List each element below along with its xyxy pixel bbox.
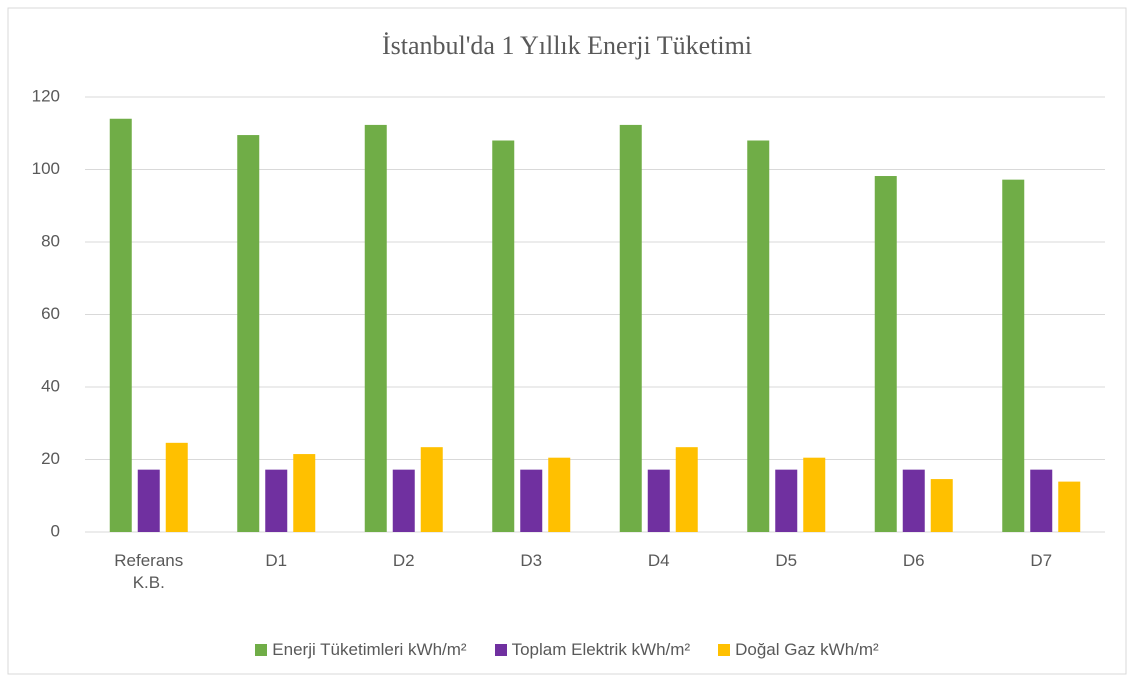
y-tick-label: 20 <box>41 449 60 468</box>
bar <box>165 442 188 532</box>
legend-swatch <box>494 644 507 656</box>
bar <box>1030 469 1053 532</box>
bar <box>775 469 798 532</box>
legend-item: Doğal Gaz kWh/m² <box>718 640 879 660</box>
bar <box>1058 481 1081 532</box>
y-tick-label: 40 <box>41 376 60 395</box>
bar <box>647 469 670 532</box>
bar <box>520 469 543 532</box>
y-tick-label: 80 <box>41 231 60 250</box>
bar <box>420 447 443 532</box>
bar <box>874 176 897 532</box>
legend: Enerji Tüketimleri kWh/m² Toplam Elektrik… <box>0 640 1134 660</box>
bar <box>364 124 387 532</box>
x-tick-label: D2 <box>392 551 415 570</box>
bar <box>803 457 826 532</box>
y-tick-label: 120 <box>32 86 60 105</box>
bar <box>265 469 288 532</box>
chart-title: İstanbul'da 1 Yıllık Enerji Tüketimi <box>382 31 752 60</box>
bar <box>109 118 132 532</box>
bar <box>237 135 260 532</box>
x-tick-label: D5 <box>775 551 798 570</box>
bar <box>548 457 571 532</box>
chart-frame <box>7 7 1127 675</box>
bar <box>930 479 953 532</box>
bar <box>747 140 770 532</box>
bar <box>392 469 415 532</box>
y-tick-label: 60 <box>41 304 60 323</box>
bar <box>492 140 515 532</box>
legend-swatch <box>255 644 268 656</box>
bar <box>293 454 316 532</box>
y-tick-label: 100 <box>32 159 60 178</box>
legend-swatch <box>718 644 731 656</box>
x-tick-label: D7 <box>1030 551 1053 570</box>
legend-label: Doğal Gaz kWh/m² <box>735 640 879 659</box>
legend-item: Enerji Tüketimleri kWh/m² <box>255 640 467 660</box>
legend-item: Toplam Elektrik kWh/m² <box>494 640 691 660</box>
bar <box>902 469 925 532</box>
y-tick-label: 0 <box>51 521 60 540</box>
x-tick-label: Referans K.B. <box>114 551 184 592</box>
bar <box>675 447 698 532</box>
bar <box>619 124 642 532</box>
x-tick-label: D6 <box>902 551 925 570</box>
legend-label: Enerji Tüketimleri kWh/m² <box>272 640 467 659</box>
bar <box>137 469 160 532</box>
x-tick-label: D4 <box>647 551 670 570</box>
x-tick-label: D3 <box>520 551 543 570</box>
legend-label: Toplam Elektrik kWh/m² <box>511 640 691 659</box>
x-tick-label: D1 <box>265 551 288 570</box>
bar <box>1002 179 1025 532</box>
